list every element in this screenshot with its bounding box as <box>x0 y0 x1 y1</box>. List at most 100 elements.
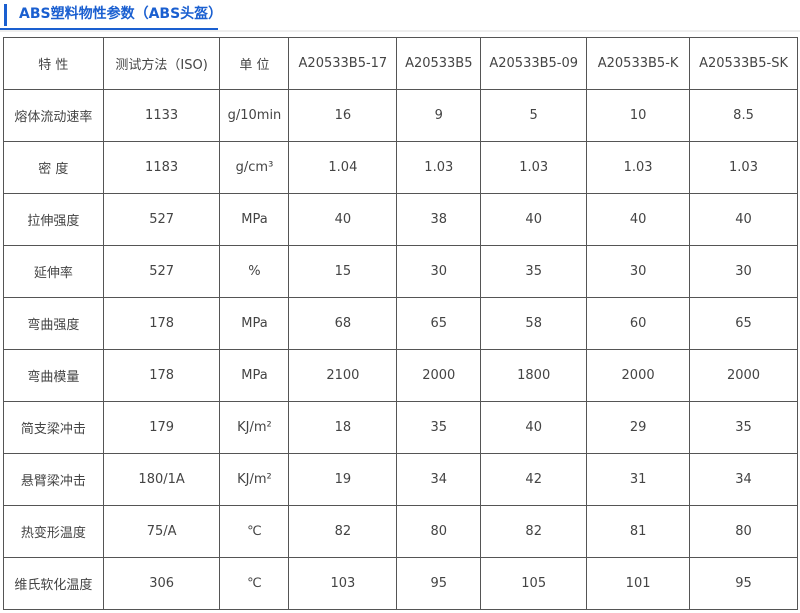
header-row-cell: 测试方法（ISO) <box>102 37 221 90</box>
table-row-cell: 热变形温度 <box>3 505 104 558</box>
table-row-cell: 30 <box>586 245 691 298</box>
table-row-cell: 35 <box>689 401 798 454</box>
table-row-cell: 8.5 <box>689 89 798 142</box>
table-row-cell: 19 <box>288 453 398 506</box>
table-row: 弯曲强度 178 MPa 68 65 58 60 65 <box>3 297 798 350</box>
table-row-cell: 2000 <box>586 349 691 402</box>
table-row-cell: 简支梁冲击 <box>3 401 104 454</box>
header-row-cell: A20533B5-SK <box>689 37 798 90</box>
header-row-cell: A20533B5 <box>396 37 482 90</box>
table-row-cell: 9 <box>396 89 482 142</box>
table-row-cell: 178 <box>102 297 221 350</box>
table-row-cell: 82 <box>480 505 588 558</box>
title-underline <box>0 28 218 30</box>
table-row-cell: 维氏软化温度 <box>3 557 104 610</box>
table-row-cell: 30 <box>689 245 798 298</box>
table-row-cell: 42 <box>480 453 588 506</box>
table-row-cell: % <box>219 245 290 298</box>
header-row: 特 性测试方法（ISO) 单 位 A20533B5-17 A20533B5 A20533… <box>3 37 798 90</box>
table-row-cell: g/10min <box>219 89 290 142</box>
table-row-cell: 38 <box>396 193 482 246</box>
table-row-cell: 29 <box>586 401 691 454</box>
table-row-cell: 75/A <box>102 505 221 558</box>
table-row-cell: 1133 <box>102 89 221 142</box>
table-row-cell: 35 <box>396 401 482 454</box>
table-row-cell: MPa <box>219 193 290 246</box>
table-row-cell: 103 <box>288 557 398 610</box>
table-row-cell: 1.03 <box>480 141 588 194</box>
table-row: 熔体流动速率 1133 g/10min 16 9 5 10 8.5 <box>3 89 798 142</box>
table-row-cell: KJ/m² <box>219 453 290 506</box>
table-row-cell: 68 <box>288 297 398 350</box>
table-row-cell: 40 <box>689 193 798 246</box>
table-row-cell: 16 <box>288 89 398 142</box>
table-row: 热变形温度 75/A ℃ 82 80 82 81 80 <box>3 505 798 558</box>
table-row-cell: 95 <box>689 557 798 610</box>
table-row-cell: 180/1A <box>102 453 221 506</box>
table-row-cell: 40 <box>480 193 588 246</box>
table-row-cell: 58 <box>480 297 588 350</box>
table-row-cell: 10 <box>586 89 691 142</box>
table-row-cell: g/cm³ <box>219 141 290 194</box>
table-row-cell: 65 <box>689 297 798 350</box>
table-row: 简支梁冲击 179 KJ/m² 18 35 40 29 35 <box>3 401 798 454</box>
table-row-cell: 1.04 <box>288 141 398 194</box>
table-row-cell: 熔体流动速率 <box>3 89 104 142</box>
table-row-cell: 拉伸强度 <box>3 193 104 246</box>
table-row-cell: 2000 <box>396 349 482 402</box>
table-row-cell: ℃ <box>219 557 290 610</box>
table-row-cell: 5 <box>480 89 588 142</box>
section-header: ABS塑料物性参数（ABS头盔） <box>0 0 800 32</box>
table-row-cell: 2100 <box>288 349 398 402</box>
table-row-cell: 31 <box>586 453 691 506</box>
table-row-cell: 2000 <box>689 349 798 402</box>
header-row-cell: A20533B5-17 <box>288 37 398 90</box>
table-row-cell: 178 <box>102 349 221 402</box>
table-row-cell: 1.03 <box>689 141 798 194</box>
table-row-cell: 弯曲模量 <box>3 349 104 402</box>
table-row-cell: MPa <box>219 297 290 350</box>
table-row-cell: 527 <box>102 193 221 246</box>
table-row-cell: 80 <box>689 505 798 558</box>
table-row-cell: 95 <box>396 557 482 610</box>
table-row-cell: 1800 <box>480 349 588 402</box>
table-row-cell: 延伸率 <box>3 245 104 298</box>
table-row-cell: 35 <box>480 245 588 298</box>
table-row-cell: 81 <box>586 505 691 558</box>
table-row-cell: 179 <box>102 401 221 454</box>
header-row-cell: 特 性 <box>3 37 104 90</box>
table-row-cell: 527 <box>102 245 221 298</box>
table-row-cell: 40 <box>586 193 691 246</box>
properties-table: 特 性测试方法（ISO) 单 位 A20533B5-17 A20533B5 A20533… <box>3 37 798 610</box>
table-row-cell: 1183 <box>102 141 221 194</box>
table-row-cell: 306 <box>102 557 221 610</box>
header-row-cell: 单 位 <box>219 37 290 90</box>
table-row-cell: 30 <box>396 245 482 298</box>
table-row-cell: 40 <box>480 401 588 454</box>
table-row-cell: 弯曲强度 <box>3 297 104 350</box>
table-row-cell: 82 <box>288 505 398 558</box>
table-row-cell: 105 <box>480 557 588 610</box>
table-row-cell: 34 <box>689 453 798 506</box>
header-row-cell: A20533B5-K <box>586 37 691 90</box>
table-row-cell: 60 <box>586 297 691 350</box>
table-row-cell: MPa <box>219 349 290 402</box>
table-row-cell: 1.03 <box>396 141 482 194</box>
table-row-cell: 40 <box>288 193 398 246</box>
table-row-cell: 34 <box>396 453 482 506</box>
table-row: 弯曲模量 178 MPa 2100 2000 1800 2000 2000 <box>3 349 798 402</box>
table-row-cell: 密 度 <box>3 141 104 194</box>
section-title: ABS塑料物性参数（ABS头盔） <box>4 4 222 26</box>
table-row: 悬臂梁冲击 180/1A KJ/m² 19 34 42 31 34 <box>3 453 798 506</box>
table-row-cell: 1.03 <box>586 141 691 194</box>
table-row-cell: 15 <box>288 245 398 298</box>
table-row-cell: 18 <box>288 401 398 454</box>
table-row-cell: 101 <box>586 557 691 610</box>
table-row: 延伸率 527% 15 30 35 30 30 <box>3 245 798 298</box>
table-row-cell: 80 <box>396 505 482 558</box>
table-row: 拉伸强度 527 MPa 40 38 40 40 40 <box>3 193 798 246</box>
table-row: 维氏软化温度 306 ℃ 103 95 105 101 95 <box>3 557 798 610</box>
table-row-cell: 65 <box>396 297 482 350</box>
table-row-cell: 悬臂梁冲击 <box>3 453 104 506</box>
table-row: 密 度 1183 g/cm³ 1.04 1.03 1.03 1.03 1.03 <box>3 141 798 194</box>
